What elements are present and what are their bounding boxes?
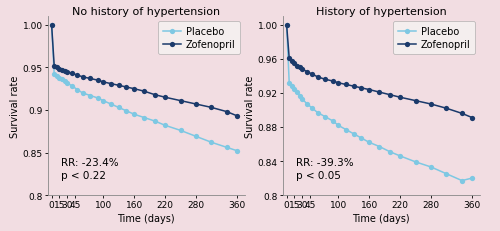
X-axis label: Time (days): Time (days) bbox=[352, 213, 410, 223]
Legend: Placebo, Zofenopril: Placebo, Zofenopril bbox=[394, 22, 475, 55]
Legend: Placebo, Zofenopril: Placebo, Zofenopril bbox=[158, 22, 240, 55]
Title: History of hypertension: History of hypertension bbox=[316, 7, 446, 17]
Title: No history of hypertension: No history of hypertension bbox=[72, 7, 221, 17]
Y-axis label: Survival rate: Survival rate bbox=[244, 75, 254, 137]
Text: RR: -23.4%
p < 0.22: RR: -23.4% p < 0.22 bbox=[61, 157, 118, 180]
X-axis label: Time (days): Time (days) bbox=[118, 213, 175, 223]
Text: RR: -39.3%
p < 0.05: RR: -39.3% p < 0.05 bbox=[296, 157, 354, 180]
Y-axis label: Survival rate: Survival rate bbox=[10, 75, 20, 137]
